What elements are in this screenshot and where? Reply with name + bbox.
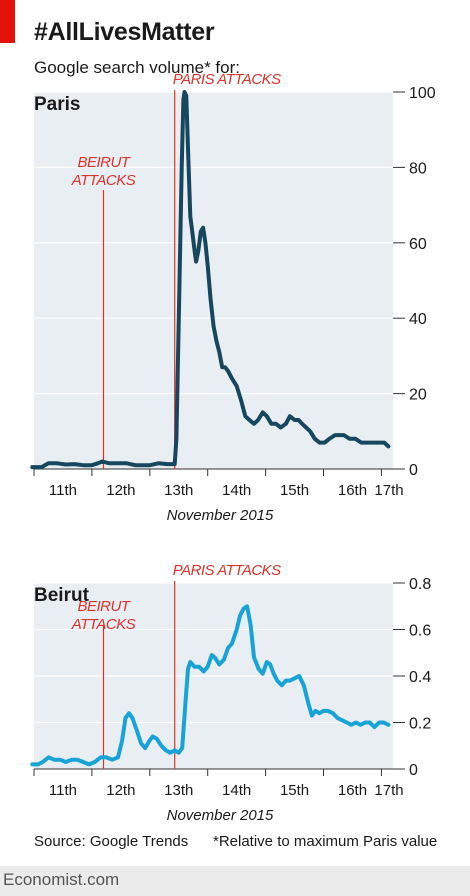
paris-x-tick-label: 16th — [338, 482, 367, 499]
charts-canvas: Paris 0 20 40 60 80 100 11th 12th 13th 14th 15th 16t… — [30, 71, 436, 824]
beirut-y-tick-label: 0.4 — [409, 669, 431, 686]
beirut-x-tick-label: 14th — [222, 782, 251, 799]
paris-y-tick-label: 60 — [409, 236, 427, 253]
beirut-x-tick-label: 16th — [338, 782, 367, 799]
paris-beirut-attacks-label: BEIRUT — [77, 154, 131, 171]
paris-y-tick-label: 80 — [409, 160, 427, 177]
paris-x-tick-label: 15th — [280, 482, 309, 499]
beirut-paris-attacks-label: PARIS ATTACKS — [173, 562, 281, 579]
brand-label: Economist.com — [3, 870, 120, 889]
beirut-x-tick-label: 17th — [374, 782, 403, 799]
paris-series-line — [30, 90, 391, 470]
paris-beirut-attacks-label: ATTACKS — [71, 172, 136, 189]
beirut-x-axis-title: November 2015 — [167, 807, 274, 824]
beirut-x-tick-label: 13th — [164, 782, 193, 799]
paris-x-axis-title: November 2015 — [167, 507, 274, 524]
paris-x-tick-label: 14th — [222, 482, 251, 499]
beirut-y-tick-label: 0.2 — [409, 716, 431, 733]
brand-red-mark — [0, 0, 15, 43]
paris-panel-title: Paris — [34, 94, 80, 115]
beirut-beirut-attacks-label: BEIRUT — [77, 598, 131, 615]
beirut-x-tick-label: 12th — [106, 782, 135, 799]
chart-subtitle: Google search volume* for: — [34, 58, 240, 77]
paris-x-tick-label: 11th — [49, 482, 77, 499]
beirut-x-tick-label: 11th — [49, 782, 77, 799]
paris-x-tick-label: 17th — [374, 482, 403, 499]
brand-bar: Economist.com — [0, 866, 470, 896]
source-note: Source: Google Trends — [34, 833, 189, 850]
paris-x-tick-label: 12th — [106, 482, 135, 499]
beirut-y-tick-label: 0.6 — [409, 623, 431, 640]
beirut-panel-title: Beirut — [34, 585, 90, 606]
beirut-y-tick-label: 0 — [409, 762, 418, 779]
chart-title: #AllLivesMatter — [34, 18, 215, 46]
paris-plot-background — [34, 92, 393, 469]
footnote: *Relative to maximum Paris value — [213, 833, 438, 850]
beirut-beirut-attacks-label: ATTACKS — [71, 616, 136, 633]
paris-x-tick-label: 13th — [164, 482, 193, 499]
paris-y-tick-label: 20 — [409, 387, 427, 404]
paris-paris-attacks-label: PARIS ATTACKS — [173, 71, 281, 88]
paris-y-tick-label: 40 — [409, 311, 427, 328]
paris-y-tick-label: 100 — [409, 85, 436, 102]
beirut-x-tick-label: 15th — [280, 782, 309, 799]
beirut-y-tick-label: 0.8 — [409, 576, 431, 593]
beirut-series-line — [30, 604, 391, 767]
paris-y-tick-label: 0 — [409, 462, 418, 479]
